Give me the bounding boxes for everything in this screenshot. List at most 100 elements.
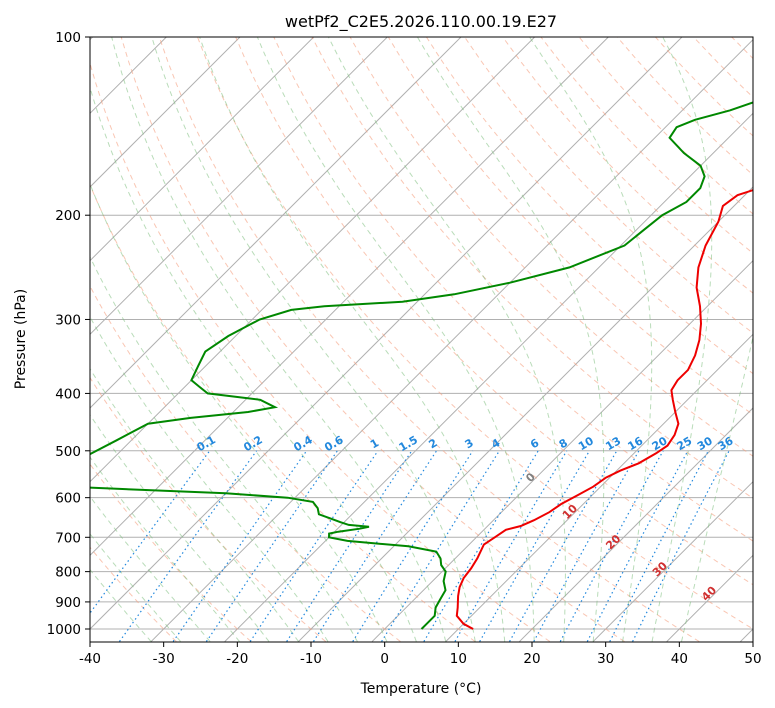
dry-adiabat [540,37,753,254]
moist-adiabat-label: 30 [650,559,670,579]
isotherm-line [90,37,462,409]
y-tick-label: 900 [55,595,81,611]
isotherm-line [445,333,753,642]
mixing-ratio-line [313,450,438,642]
moist-adiabat-label: 20 [603,532,623,552]
dry-adiabat [502,37,753,294]
moist-adiabat [111,37,447,642]
y-tick-label: 400 [55,386,81,402]
moist-adiabat [416,37,605,642]
moist-adiabat [151,37,476,642]
moist-adiabat [90,413,270,642]
y-tick-label: 100 [55,30,81,46]
mixing-ratio-label: 6 [528,436,541,451]
y-tick-label: 800 [55,565,81,581]
axis-ticks: -40 -30 -20 -10 0 10 20 30 40 50 100 200 300 400 500 60… [47,30,762,667]
mixing-ratio-line [286,450,413,642]
dry-adiabat [158,37,700,642]
data-series [90,101,753,630]
x-tick-label: 20 [523,651,540,667]
mixing-ratio-line [632,450,730,642]
moist-adiabat [90,182,388,642]
x-tick-label: 30 [597,651,614,667]
moist-adiabat [90,495,211,642]
mixing-ratio-label: 3 [463,436,476,451]
mixing-ratio-line [119,450,258,642]
x-tick-label: -20 [226,651,248,667]
isotherm-line [90,37,315,262]
moist-adiabat [90,255,358,642]
dry-adiabat [90,183,476,642]
isotherm-line [224,112,753,642]
x-tick-label: 40 [671,651,688,667]
mixing-ratio-line [381,450,500,642]
isotherm-line [371,259,753,642]
dry-adiabat [616,37,753,176]
isotherm-line [519,407,753,642]
dry-adiabat [90,61,551,642]
dry-adiabat [90,285,401,642]
x-tick-label: -30 [153,651,175,667]
x-tick-label: 0 [380,651,389,667]
adiabat-lines [90,37,775,642]
isotherm-line [90,37,388,336]
isotherm-line [90,37,609,557]
mixing-ratio-line [205,450,338,642]
chart-grid [90,37,753,642]
isotherm-line [90,37,683,630]
dry-adiabat [349,37,753,457]
moist-adiabat [90,367,299,642]
isotherm-line [740,628,753,642]
moist-adiabat [90,456,240,642]
dry-adiabat [693,37,753,98]
moist-adiabat [90,568,152,642]
moist-adiabat-label: 40 [699,584,719,604]
dry-adiabat [387,37,753,416]
moist-adiabat [681,334,753,642]
mixing-ratio-line [172,450,308,642]
isotherm-line [90,37,241,188]
x-tick-label: -40 [79,651,101,667]
dry-adiabat [425,37,753,375]
y-tick-label: 600 [55,491,81,507]
mixing-ratio-line [559,450,664,642]
line-labels: 0.1 0.2 0.4 0.6 1 1.5 2 3 4 6 8 10 13 16 20 25 30 3601020… [195,433,736,604]
temperature-profile [455,189,753,630]
moist-adiabat [199,37,506,642]
isotherm-line [90,37,536,483]
chart-title: wetPf2_C2E5.2026.110.00.19.E27 [285,12,557,32]
dry-adiabat [90,463,252,642]
moist-adiabat [90,85,417,642]
dry-adiabat [120,37,625,642]
dry-adiabat [273,37,753,542]
y-tick-label: 700 [55,530,81,546]
mixing-ratio-line [454,450,568,642]
y-tick-label: 200 [55,208,81,224]
isotherm-line [666,554,753,642]
x-tick-label: 10 [450,651,467,667]
mixing-ratio-line [249,450,379,642]
moist-adiabat [327,37,567,642]
y-tick-label: 300 [55,312,81,328]
mixing-ratio-line [533,450,640,642]
moist-adiabat [651,37,713,642]
mixing-ratio-label: 1 [368,436,381,451]
x-axis-label: Temperature (°C) [360,681,482,697]
isotherm-line [592,480,753,642]
y-tick-label: 500 [55,444,81,460]
dry-adiabat [464,37,753,334]
dry-adiabat [90,546,177,642]
dewpoint-profile [90,101,753,630]
dry-adiabat [235,37,753,586]
dry-adiabat [197,37,753,630]
x-tick-label: -10 [300,651,322,667]
y-tick-label: 1000 [47,622,81,638]
dry-adiabat [770,37,775,642]
isotherm-line [150,38,753,642]
x-tick-label: 50 [744,651,761,667]
mixing-ratio-line [423,450,539,642]
mixing-ratio-label: 2 [427,436,440,451]
y-axis-label: Pressure (hPa) [13,289,29,389]
moist-adiabat [256,37,535,642]
plot-frame [89,36,754,643]
